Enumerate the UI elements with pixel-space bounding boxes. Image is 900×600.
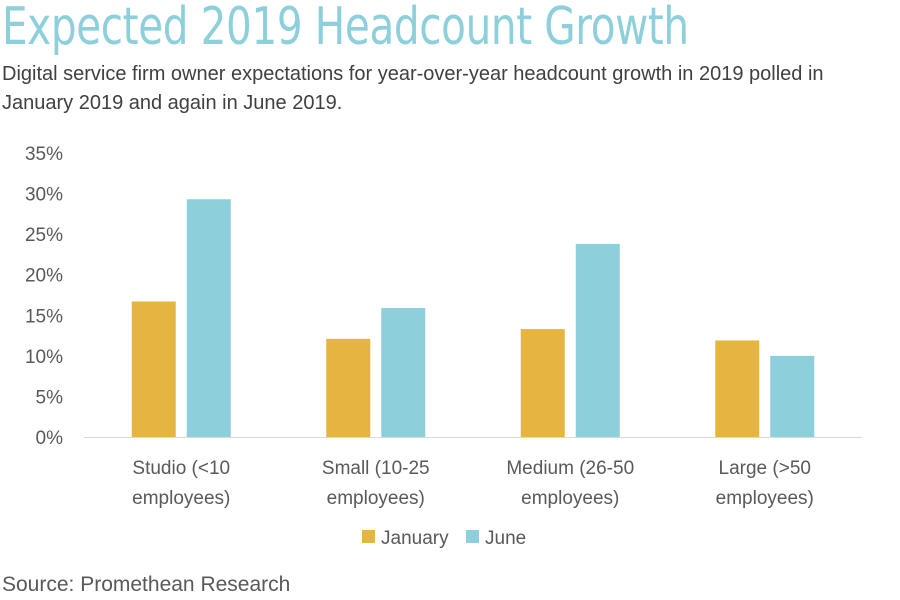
y-tick-label: 20%	[25, 266, 63, 287]
legend-january-swatch	[362, 530, 375, 543]
x-category-label-line: employees)	[521, 488, 619, 509]
x-category-label: Small (10-25 employees)	[322, 458, 430, 509]
y-tick-label: 30%	[25, 185, 63, 206]
bar-chart: 0% 5% 10% 15% 20% 25% 30% 35% Studio (<10 employ…	[25, 144, 862, 549]
bar-group	[131, 199, 815, 437]
x-axis: Studio (<10 employees) Small (10-25 employe…	[132, 458, 814, 509]
chart-subtitle: Digital service firm owner expectations …	[2, 63, 824, 114]
source-note: Source: Promethean Research	[2, 573, 291, 596]
x-category-label-line: Studio (<10	[132, 458, 230, 479]
bar-january-3	[520, 329, 565, 437]
x-category-label-line: Small (10-25	[322, 458, 430, 479]
legend-june-swatch	[466, 530, 479, 543]
chart-title: Expected 2019 Headcount Growth	[2, 0, 689, 57]
legend-january-label: January	[381, 528, 449, 549]
bar-june-1	[186, 199, 231, 437]
bar-january-2	[326, 338, 371, 437]
bar-june-4	[770, 355, 815, 437]
bar-june-3	[575, 243, 620, 437]
bar-june-2	[381, 307, 426, 437]
y-axis: 0% 5% 10% 15% 20% 25% 30% 35%	[25, 144, 63, 449]
x-category-label: Studio (<10 employees)	[132, 458, 230, 509]
x-category-label: Medium (26-50 employees)	[506, 458, 634, 509]
x-category-label-line: employees)	[716, 488, 814, 509]
bar-january-4	[715, 340, 760, 437]
legend: January June	[362, 528, 526, 549]
y-tick-label: 35%	[25, 144, 63, 165]
bar-january-1	[131, 301, 176, 437]
y-tick-label: 25%	[25, 225, 63, 246]
x-category-label-line: Large (>50	[719, 458, 811, 479]
x-category-label-line: Medium (26-50	[506, 458, 634, 479]
y-tick-label: 10%	[25, 347, 63, 368]
x-category-label-line: employees)	[327, 488, 425, 509]
x-category-label: Large (>50 employees)	[716, 458, 814, 509]
y-tick-label: 15%	[25, 306, 63, 327]
legend-june-label: June	[485, 528, 526, 549]
y-tick-label: 5%	[36, 387, 64, 408]
y-tick-label: 0%	[36, 428, 64, 449]
x-category-label-line: employees)	[132, 488, 230, 509]
